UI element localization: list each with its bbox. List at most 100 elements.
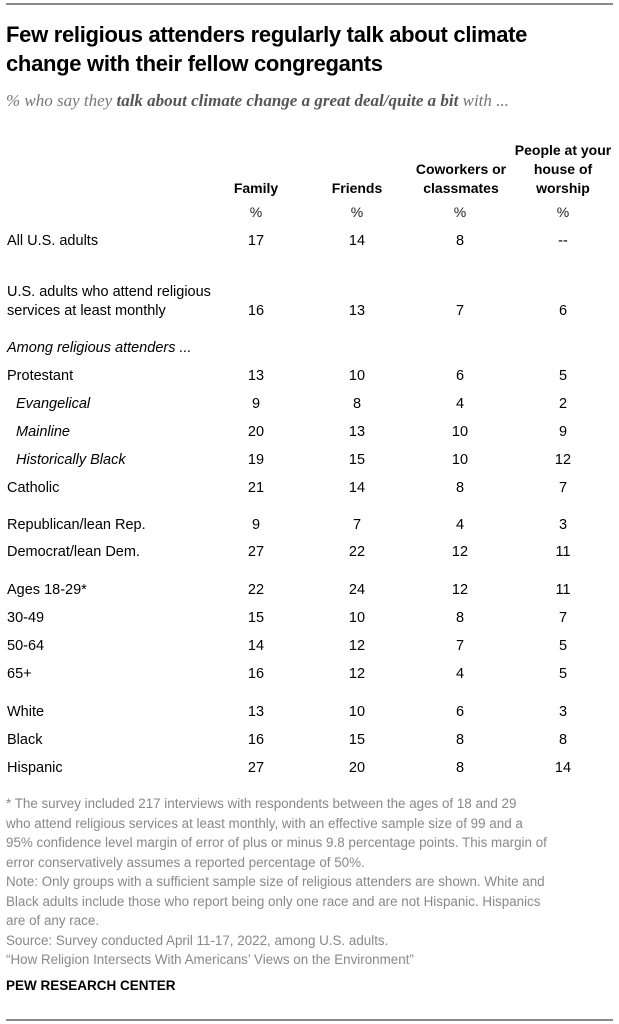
table-row: Hispanic 27 20 8 14 [0,758,619,778]
cell-value: 8 [455,610,465,626]
cell-value: 20 [247,424,265,440]
cell-value: 11 [555,582,571,598]
footnote-line: are of any race. [6,913,100,928]
cell-value: 20 [348,760,366,776]
subtitle: % who say they talk about climate change… [6,88,606,113]
cell-value: 4 [455,396,465,412]
row-label: Black [7,732,43,748]
footnote-line: Note: Only groups with a sufficient samp… [6,874,545,889]
cell-value: 13 [247,368,265,384]
row-label: Republican/lean Rep. [7,517,146,533]
footnote-line: who attend religious services at least m… [6,815,523,831]
table-row: 50-64 14 12 7 5 [0,636,619,656]
subtitle-bold: talk about climate change a great deal/q… [116,91,459,110]
footnotes: * The survey included 217 interviews wit… [6,794,614,970]
cell-value: 7 [455,638,465,654]
table-row: 65+ 16 12 4 5 [0,664,619,684]
unit-coworkers: % [453,204,467,220]
cell-value: 3 [558,704,568,720]
cell-value: 10 [348,610,366,626]
cell-value: 9 [251,396,261,412]
cell-value: 12 [348,638,366,654]
footnote-line: error conservatively assumes a reported … [6,854,365,870]
cell-value: 22 [348,544,366,560]
column-header-family: Family [233,180,279,196]
row-label: Democrat/lean Dem. [7,544,140,560]
cell-value: 3 [558,517,568,533]
cell-value: 15 [247,610,265,626]
table-row: Democrat/lean Dem. 27 22 12 11 [0,542,619,562]
cell-value: 8 [455,233,465,249]
cell-value: 4 [455,666,465,682]
cell-value: 27 [247,544,265,560]
cell-value: 8 [455,732,465,748]
cell-value: -- [558,233,568,249]
row-label: All U.S. adults [7,233,99,249]
cell-value: 27 [247,760,265,776]
pew-brand: PEW RESEARCH CENTER [6,978,176,993]
cell-value: 13 [348,303,366,319]
row-label: Hispanic [7,760,63,776]
cell-value: 12 [554,452,572,468]
cell-value: 9 [251,517,261,533]
cell-value: 14 [348,233,366,249]
cell-value: 14 [247,638,265,654]
cell-value: 7 [558,480,568,496]
cell-value: 6 [558,303,568,319]
cell-value: 12 [451,582,469,598]
unit-family: % [249,204,263,220]
cell-value: 8 [455,760,465,776]
cell-value: 19 [247,452,265,468]
table-row: Catholic 21 14 8 7 [0,478,619,498]
unit-worship: % [556,204,570,220]
cell-value: 13 [247,704,265,720]
cell-value: 17 [247,233,265,249]
table-row: 30-49 15 10 8 7 [0,608,619,628]
table-row: U.S. adults who attend religious service… [0,284,619,321]
table-row: Black 16 15 8 8 [0,730,619,750]
cell-value: 16 [247,666,265,682]
cell-value: 13 [348,424,366,440]
cell-value: 24 [348,582,366,598]
column-header-friends: Friends [331,180,383,196]
row-label: 30-49 [7,610,45,626]
cell-value: 7 [455,303,465,319]
cell-value: 15 [348,732,366,748]
table-row: Protestant 13 10 6 5 [0,366,619,386]
row-label: 65+ [7,666,32,682]
cell-value: 5 [558,638,568,654]
row-label: Protestant [7,368,74,384]
table-row: Historically Black 19 15 10 12 [0,450,619,470]
row-label: Catholic [7,480,60,496]
cell-value: 7 [558,610,568,626]
footnote-line: * The survey included 217 interviews wit… [6,796,517,811]
unit-friends: % [350,204,364,220]
cell-value: 10 [348,368,366,384]
footnote-line: “How Religion Intersects With Americans’… [6,952,414,967]
row-label: Evangelical [16,396,91,412]
cell-value: 11 [555,544,571,560]
cell-value: 14 [348,480,366,496]
footnote-line: Black adults include those who report be… [6,893,541,909]
cell-value: 10 [451,452,469,468]
table-row: Republican/lean Rep. 9 7 4 3 [0,515,619,535]
cell-value: 9 [558,424,568,440]
cell-value: 21 [247,480,265,496]
cell-value: 12 [348,666,366,682]
cell-value: 8 [455,480,465,496]
cell-value: 16 [247,732,265,748]
row-label: 50-64 [7,638,45,654]
row-label: Mainline [16,424,70,440]
table-row: All U.S. adults 17 14 8 -- [0,231,619,251]
cell-value: 2 [558,396,568,412]
cell-value: 6 [455,704,465,720]
cell-value: 7 [352,517,362,533]
cell-value: 15 [348,452,366,468]
cell-value: 10 [451,424,469,440]
footnote-line: 95% confidence level margin of error of … [6,835,547,850]
bottom-rule [6,1019,613,1021]
row-label: Historically Black [16,452,126,468]
footnote-line: Source: Survey conducted April 11-17, 20… [6,932,389,948]
cell-value: 5 [558,666,568,682]
